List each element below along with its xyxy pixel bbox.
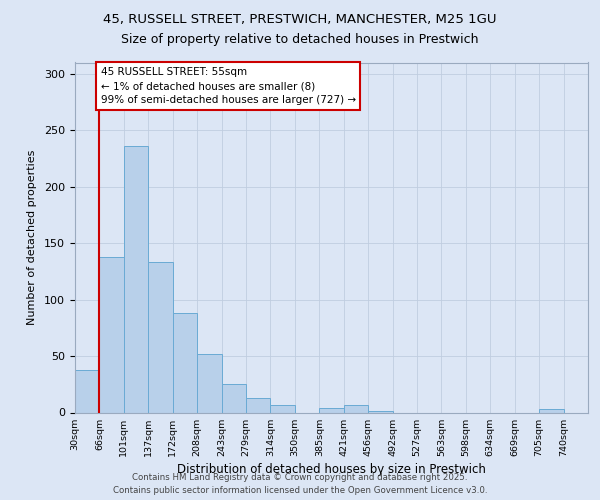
Bar <box>221 384 246 412</box>
Text: Contains HM Land Registry data © Crown copyright and database right 2025.: Contains HM Land Registry data © Crown c… <box>132 472 468 482</box>
Bar <box>124 146 148 412</box>
Bar <box>344 404 368 412</box>
Text: Contains public sector information licensed under the Open Government Licence v3: Contains public sector information licen… <box>113 486 487 495</box>
Bar <box>75 370 100 412</box>
X-axis label: Distribution of detached houses by size in Prestwich: Distribution of detached houses by size … <box>177 462 486 475</box>
Bar <box>148 262 173 412</box>
Bar <box>173 313 197 412</box>
Bar <box>319 408 344 412</box>
Text: Size of property relative to detached houses in Prestwich: Size of property relative to detached ho… <box>121 32 479 46</box>
Y-axis label: Number of detached properties: Number of detached properties <box>27 150 37 325</box>
Bar <box>100 256 124 412</box>
Text: 45, RUSSELL STREET, PRESTWICH, MANCHESTER, M25 1GU: 45, RUSSELL STREET, PRESTWICH, MANCHESTE… <box>103 12 497 26</box>
Bar <box>271 404 295 412</box>
Bar <box>539 409 563 412</box>
Text: 45 RUSSELL STREET: 55sqm
← 1% of detached houses are smaller (8)
99% of semi-det: 45 RUSSELL STREET: 55sqm ← 1% of detache… <box>101 67 356 105</box>
Bar <box>197 354 221 412</box>
Bar <box>246 398 271 412</box>
